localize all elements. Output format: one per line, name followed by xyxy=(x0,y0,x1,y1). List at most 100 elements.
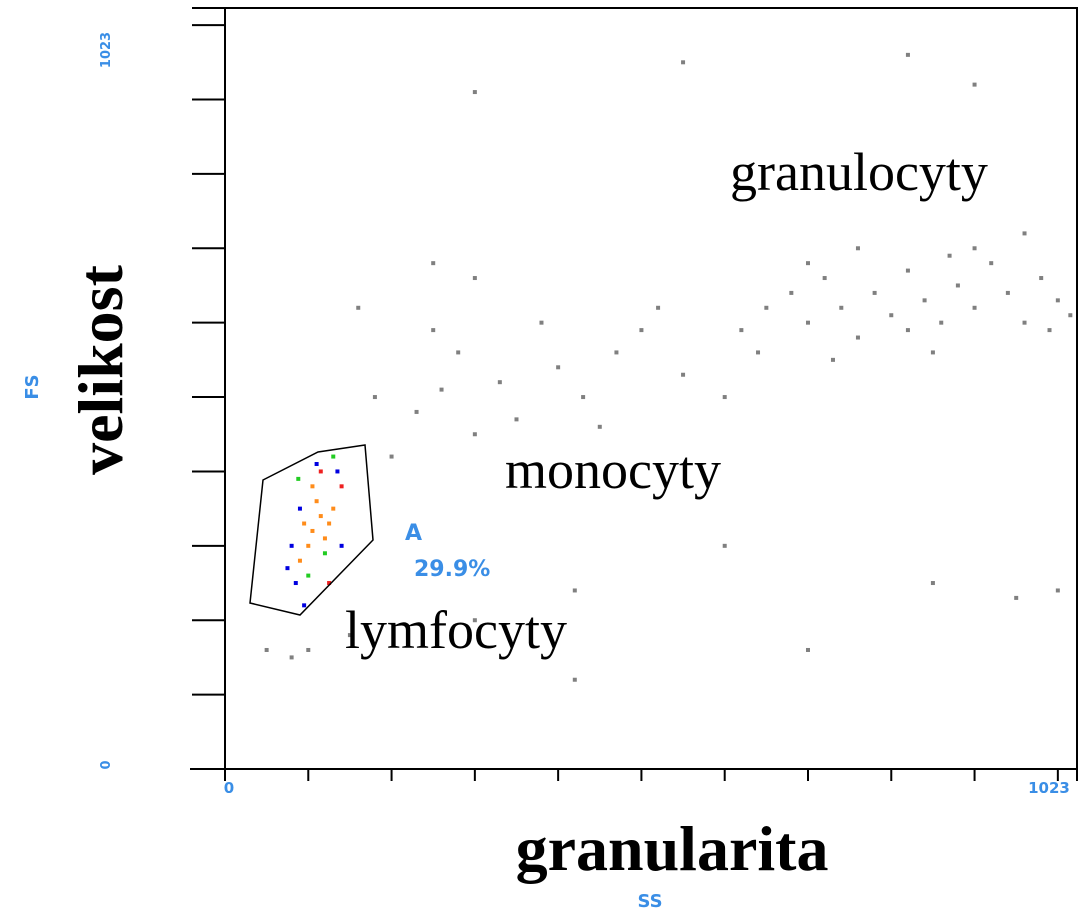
point xyxy=(1055,588,1060,593)
point xyxy=(939,320,944,325)
point xyxy=(322,551,327,556)
annotation: monocyty xyxy=(505,440,721,500)
point xyxy=(947,253,952,258)
y-tick-label: 0 xyxy=(99,760,114,769)
point xyxy=(930,350,935,355)
point xyxy=(972,305,977,310)
point xyxy=(322,536,327,541)
point xyxy=(456,350,461,355)
x-label: SS xyxy=(637,891,662,912)
point xyxy=(905,328,910,333)
point xyxy=(972,246,977,251)
point xyxy=(327,521,332,526)
x-title: granularita xyxy=(516,813,829,884)
point xyxy=(302,603,307,608)
point xyxy=(297,506,302,511)
point xyxy=(855,246,860,251)
point xyxy=(472,618,477,623)
point xyxy=(989,261,994,266)
point xyxy=(955,283,960,288)
point xyxy=(331,454,336,459)
point xyxy=(1014,595,1019,600)
point xyxy=(905,52,910,57)
point xyxy=(296,476,301,481)
point xyxy=(302,521,307,526)
point xyxy=(431,261,436,266)
point xyxy=(327,581,332,586)
point xyxy=(572,677,577,682)
point xyxy=(539,320,544,325)
point xyxy=(855,335,860,340)
point xyxy=(339,543,344,548)
x-tick-label: 1023 xyxy=(1028,779,1070,797)
point xyxy=(335,469,340,474)
point xyxy=(389,454,394,459)
point xyxy=(472,276,477,281)
point xyxy=(722,395,727,400)
y-tick-label: 1023 xyxy=(99,32,114,68)
point xyxy=(922,298,927,303)
y-label: FS xyxy=(22,374,43,399)
point xyxy=(1068,313,1073,318)
point xyxy=(497,380,502,385)
point xyxy=(347,633,352,638)
point xyxy=(314,462,319,467)
point xyxy=(1022,320,1027,325)
point xyxy=(905,268,910,273)
point xyxy=(306,543,311,548)
point xyxy=(930,581,935,586)
point xyxy=(805,647,810,652)
point xyxy=(318,514,323,519)
point xyxy=(597,424,602,429)
gate-polygon xyxy=(249,444,374,616)
point xyxy=(822,276,827,281)
point xyxy=(372,395,377,400)
point xyxy=(318,469,323,474)
point xyxy=(556,365,561,370)
point xyxy=(472,432,477,437)
point xyxy=(289,655,294,660)
point xyxy=(472,90,477,95)
point xyxy=(681,372,686,377)
point xyxy=(356,305,361,310)
annotation: granulocyty xyxy=(730,142,988,202)
point xyxy=(805,261,810,266)
point xyxy=(1055,298,1060,303)
x-tick-label: 0 xyxy=(224,779,234,797)
point xyxy=(264,647,269,652)
point xyxy=(306,573,311,578)
point xyxy=(764,305,769,310)
point xyxy=(331,506,336,511)
point xyxy=(1022,231,1027,236)
point xyxy=(514,417,519,422)
point xyxy=(872,290,877,295)
point xyxy=(306,647,311,652)
point xyxy=(639,328,644,333)
point xyxy=(414,409,419,414)
point xyxy=(572,588,577,593)
point xyxy=(314,499,319,504)
annotation: lymfocyty xyxy=(345,600,567,660)
point xyxy=(285,566,290,571)
point xyxy=(310,528,315,533)
point xyxy=(972,82,977,87)
y-title: velikost xyxy=(65,264,136,474)
point xyxy=(297,558,302,563)
point xyxy=(681,60,686,65)
gate-name: A xyxy=(405,521,422,546)
point xyxy=(889,313,894,318)
point xyxy=(614,350,619,355)
point xyxy=(839,305,844,310)
point xyxy=(439,387,444,392)
point xyxy=(289,543,294,548)
point xyxy=(656,305,661,310)
point xyxy=(339,484,344,489)
point xyxy=(310,484,315,489)
point xyxy=(739,328,744,333)
point xyxy=(1005,290,1010,295)
point xyxy=(581,395,586,400)
gate-percent: 29.9% xyxy=(414,557,490,582)
point xyxy=(1047,328,1052,333)
point xyxy=(789,290,794,295)
